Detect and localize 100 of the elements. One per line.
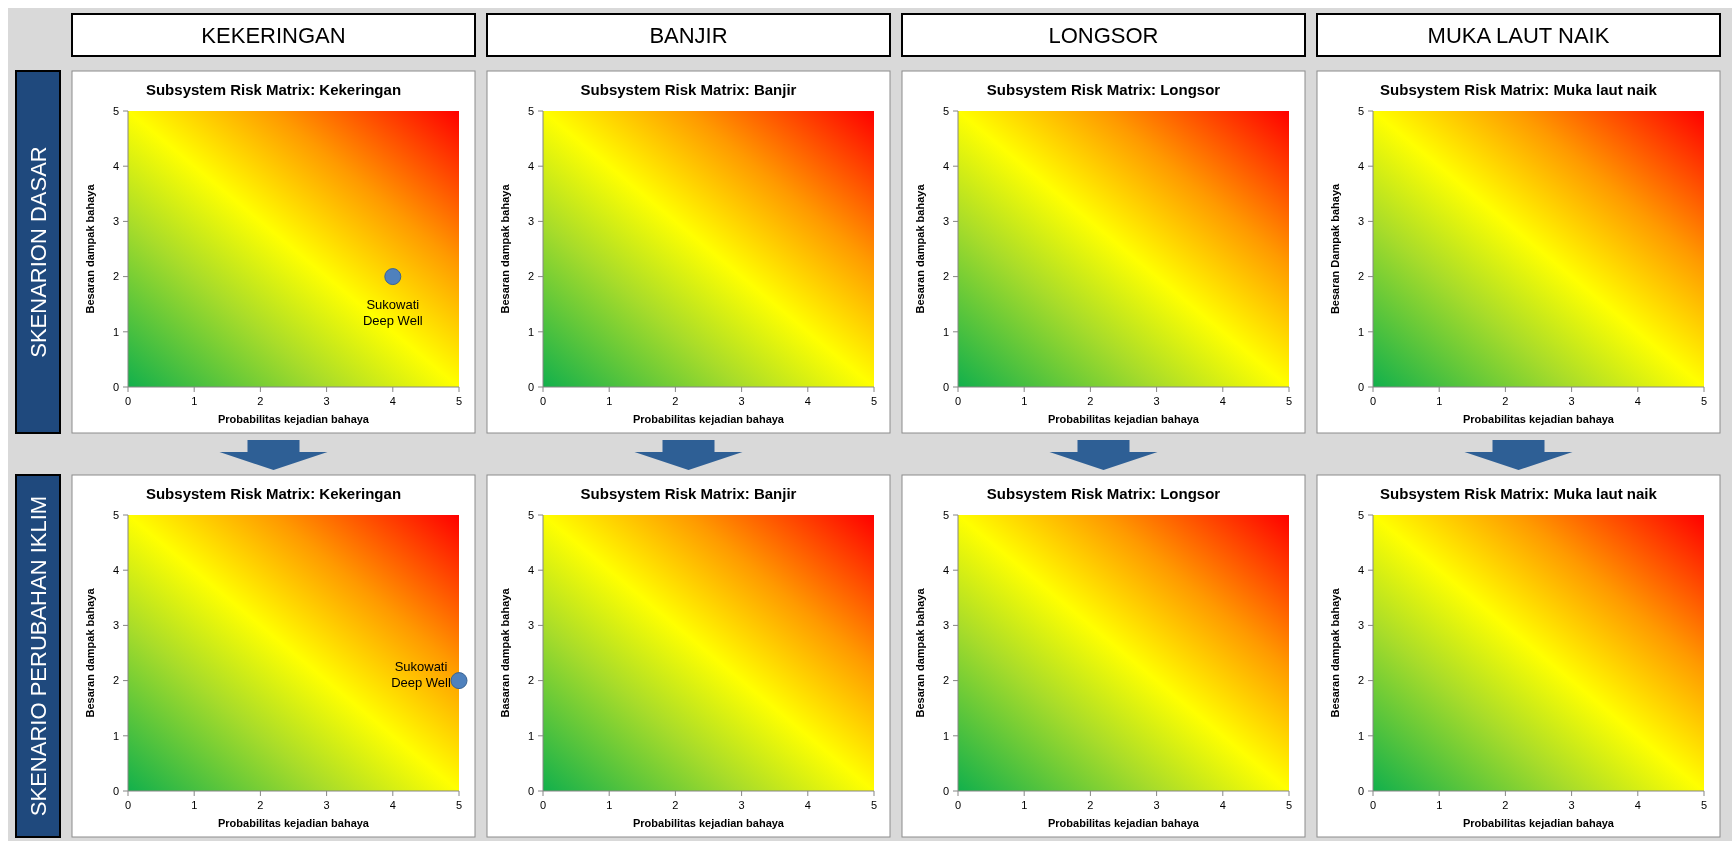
y-axis-title: Besaran Dampak bahaya xyxy=(1329,183,1341,315)
y-tick-label: 1 xyxy=(942,729,949,742)
chart-title: Subsystem Risk Matrix: Muka laut naik xyxy=(1380,485,1658,502)
x-tick-label: 1 xyxy=(1436,799,1443,811)
y-tick-label: 2 xyxy=(942,270,949,283)
y-tick-label: 4 xyxy=(1357,564,1364,577)
x-tick-label: 0 xyxy=(954,799,962,811)
y-axis-title: Besaran dampak bahaya xyxy=(499,183,511,314)
x-tick-label: 5 xyxy=(1285,799,1293,811)
x-tick-label: 0 xyxy=(1369,395,1377,407)
y-tick-label: 5 xyxy=(527,104,534,117)
y-tick-label: 0 xyxy=(527,784,534,797)
x-axis-title: Probabilitas kejadian bahaya xyxy=(1047,413,1200,425)
y-tick-label: 2 xyxy=(112,674,119,687)
text: MUKA LAUT NAIK xyxy=(1427,23,1610,48)
x-tick-label: 4 xyxy=(1634,395,1641,407)
y-axis-title: Basaran dampak bahaya xyxy=(499,587,511,718)
x-tick-label: 1 xyxy=(1021,395,1028,407)
y-tick-label: 3 xyxy=(942,215,949,228)
x-tick-label: 0 xyxy=(1369,799,1377,811)
y-tick-label: 4 xyxy=(527,564,534,577)
x-axis-title: Probabilitas kejadian bahaya xyxy=(217,413,370,425)
y-tick-label: 5 xyxy=(527,508,534,521)
x-tick-label: 4 xyxy=(389,395,396,407)
x-axis-title: Probabilitas kejadian bahaya xyxy=(217,817,370,829)
y-tick-label: 3 xyxy=(942,619,949,632)
y-tick-label: 1 xyxy=(942,325,949,338)
x-tick-label: 4 xyxy=(1219,799,1226,811)
x-tick-label: 5 xyxy=(1700,799,1708,811)
y-tick-label: 5 xyxy=(112,104,119,117)
x-tick-label: 5 xyxy=(870,799,878,811)
y-tick-label: 4 xyxy=(112,160,119,173)
x-tick-label: 5 xyxy=(1700,395,1708,407)
x-tick-label: 2 xyxy=(672,799,679,811)
y-tick-label: 5 xyxy=(942,508,949,521)
y-tick-label: 5 xyxy=(1357,508,1364,521)
y-tick-label: 0 xyxy=(942,380,949,393)
y-tick-label: 5 xyxy=(112,508,119,521)
y-tick-label: 0 xyxy=(112,784,119,797)
x-tick-label: 3 xyxy=(1568,799,1575,811)
y-tick-label: 3 xyxy=(112,619,119,632)
x-tick-label: 5 xyxy=(455,799,463,811)
y-tick-label: 2 xyxy=(527,674,534,687)
x-tick-label: 1 xyxy=(191,799,198,811)
x-tick-label: 5 xyxy=(455,395,463,407)
y-tick-label: 3 xyxy=(1357,215,1364,228)
x-tick-label: 0 xyxy=(954,395,962,407)
y-tick-label: 0 xyxy=(527,380,534,393)
text: KEKERINGAN xyxy=(201,23,346,48)
x-tick-label: 0 xyxy=(539,395,547,407)
x-tick-label: 3 xyxy=(323,799,330,811)
x-tick-label: 1 xyxy=(1021,799,1028,811)
x-tick-label: 0 xyxy=(124,395,132,407)
y-tick-label: 3 xyxy=(1357,619,1364,632)
y-tick-label: 1 xyxy=(1357,729,1364,742)
x-tick-label: 1 xyxy=(606,395,613,407)
chart-title: Subsystem Risk Matrix: Banjir xyxy=(580,485,797,502)
x-tick-label: 3 xyxy=(738,395,745,407)
x-axis-title: Probabilitas kejadian bahaya xyxy=(1462,413,1615,425)
x-tick-label: 1 xyxy=(191,395,198,407)
chart-title: Subsystem Risk Matrix: Kekeringan xyxy=(145,81,402,98)
y-tick-label: 0 xyxy=(112,380,119,393)
y-tick-label: 4 xyxy=(527,160,534,173)
y-axis-title: Besaran dampak bahaya xyxy=(914,183,926,314)
x-tick-label: 4 xyxy=(1219,395,1226,407)
x-tick-label: 3 xyxy=(1153,395,1160,407)
y-tick-label: 1 xyxy=(1357,325,1364,338)
chart-title: Subsystem Risk Matrix: Kekeringan xyxy=(145,485,402,502)
text: SKENARION DASAR xyxy=(26,146,51,358)
x-tick-label: 0 xyxy=(539,799,547,811)
chart-title: Subsystem Risk Matrix: Longsor xyxy=(986,81,1221,98)
y-tick-label: 0 xyxy=(1357,380,1364,393)
x-tick-label: 4 xyxy=(804,799,811,811)
x-tick-label: 1 xyxy=(606,799,613,811)
text: BANJIR xyxy=(649,23,728,48)
x-tick-label: 4 xyxy=(1634,799,1641,811)
y-tick-label: 0 xyxy=(1357,784,1364,797)
y-tick-label: 0 xyxy=(942,784,949,797)
chart-title: Subsystem Risk Matrix: Banjir xyxy=(580,81,797,98)
y-tick-label: 4 xyxy=(942,564,949,577)
chart-title: Subsystem Risk Matrix: Longsor xyxy=(986,485,1221,502)
text: LONGSOR xyxy=(1048,23,1159,48)
x-axis-title: Probabilitas kejadian bahaya xyxy=(1462,817,1615,829)
x-tick-label: 3 xyxy=(738,799,745,811)
y-tick-label: 5 xyxy=(942,104,949,117)
x-tick-label: 2 xyxy=(1502,799,1509,811)
y-axis-title: Besaran dampak bahaya xyxy=(84,183,96,314)
y-tick-label: 1 xyxy=(527,325,534,338)
x-tick-label: 4 xyxy=(804,395,811,407)
y-tick-label: 1 xyxy=(112,325,119,338)
x-tick-label: 2 xyxy=(257,395,264,407)
y-tick-label: 2 xyxy=(1357,270,1364,283)
y-tick-label: 3 xyxy=(527,215,534,228)
x-tick-label: 5 xyxy=(1285,395,1293,407)
y-tick-label: 4 xyxy=(112,564,119,577)
x-tick-label: 2 xyxy=(672,395,679,407)
y-tick-label: 2 xyxy=(942,674,949,687)
x-axis-title: Probabilitas kejadian bahaya xyxy=(1047,817,1200,829)
x-tick-label: 1 xyxy=(1436,395,1443,407)
y-tick-label: 4 xyxy=(942,160,949,173)
